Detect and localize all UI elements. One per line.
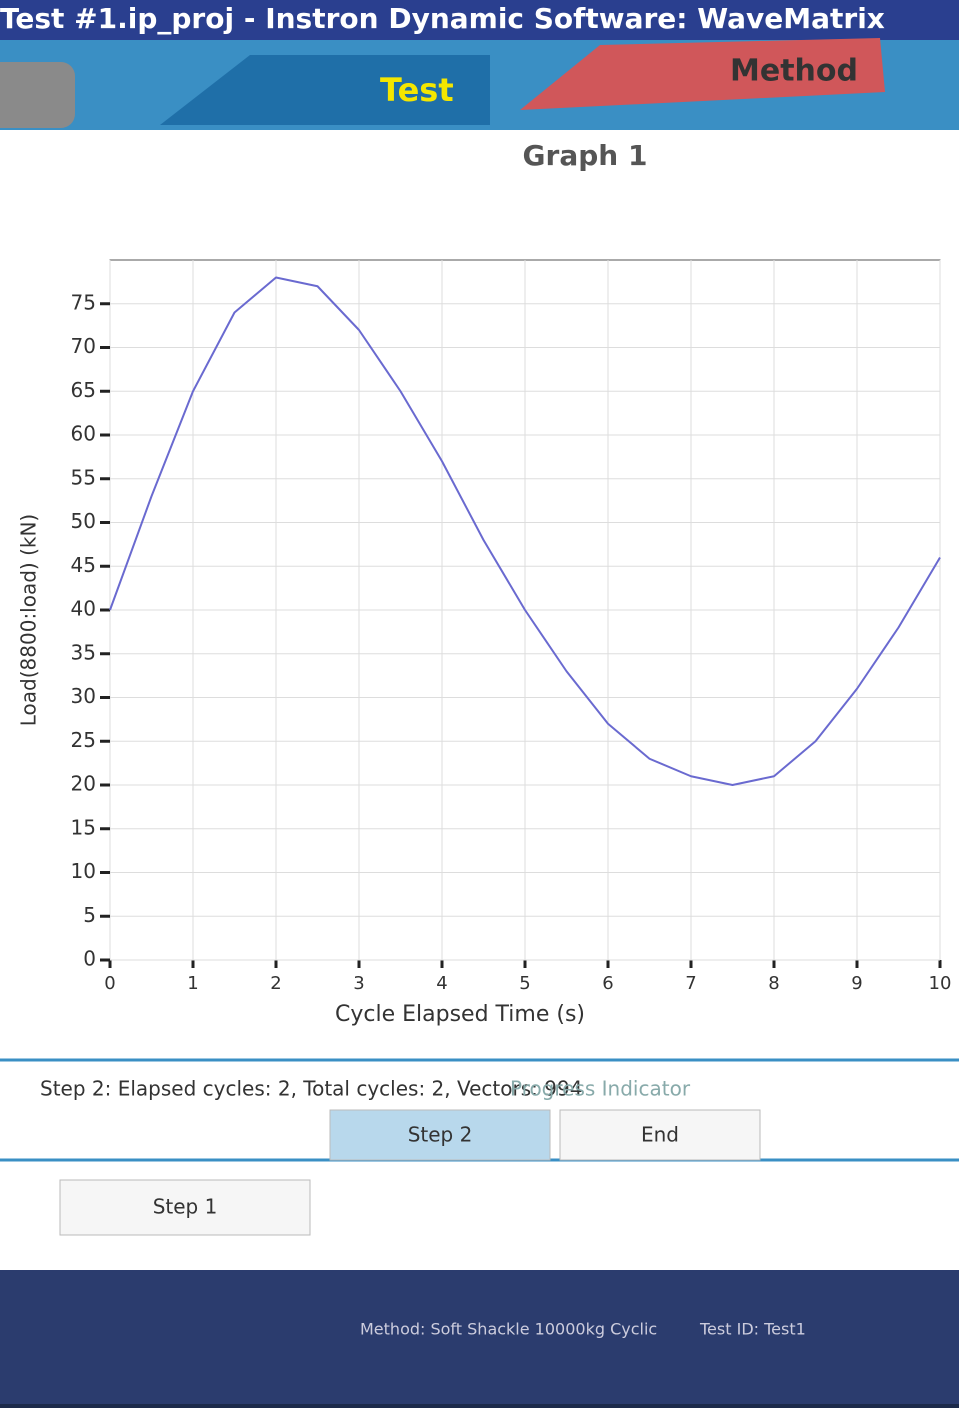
step-button[interactable] <box>559 1109 761 1161</box>
tab-test[interactable] <box>160 55 490 125</box>
x-tick-label: 10 <box>929 973 952 994</box>
y-tick-label: 10 <box>71 859 96 883</box>
step-button[interactable] <box>329 1109 551 1161</box>
x-tick-label: 6 <box>602 973 613 994</box>
footer-method: Method: Soft Shackle 10000kg Cyclic <box>360 1320 657 1339</box>
tab-label: Test <box>380 71 454 109</box>
step-label: Step 2 <box>408 1123 473 1147</box>
x-tick-label: 3 <box>353 973 364 994</box>
x-tick-label: 8 <box>768 973 779 994</box>
tab-method[interactable] <box>520 38 885 110</box>
plot: 0 1 2 3 4 5 6 7 8 9 100510152025303540455055606570… <box>71 259 952 994</box>
tab-blank[interactable] <box>0 62 75 128</box>
x-tick-label: 1 <box>187 973 198 994</box>
x-tick-label: 9 <box>851 973 862 994</box>
step-label: Step 1 <box>153 1195 218 1219</box>
y-tick-label: 40 <box>71 597 96 621</box>
y-tick-label: 70 <box>71 334 96 358</box>
y-tick-label: 75 <box>71 290 96 314</box>
x-tick-label: 7 <box>685 973 696 994</box>
x-tick-label: 0 <box>104 973 115 994</box>
y-tick-label: 30 <box>71 684 96 708</box>
progress-title: Progress Indicator <box>510 1077 691 1101</box>
y-tick-label: 50 <box>71 509 96 533</box>
x-axis-label: Cycle Elapsed Time (s) <box>335 1002 585 1027</box>
y-tick-label: 20 <box>71 772 96 796</box>
y-axis-label: Load(8800:load) (kN) <box>17 514 41 726</box>
y-tick-label: 60 <box>71 422 96 446</box>
y-tick-label: 45 <box>71 553 96 577</box>
footer-test-id: Test ID: Test1 <box>699 1320 806 1339</box>
y-tick-label: 0 <box>83 947 96 971</box>
y-tick-label: 55 <box>71 465 96 489</box>
series-line <box>109 276 941 786</box>
window-title: Test #1.ip_proj - Instron Dynamic Softwa… <box>0 2 885 35</box>
status-text: Step 2: Elapsed cycles: 2, Total cycles:… <box>40 1077 582 1101</box>
step-button[interactable] <box>59 1179 311 1236</box>
step-label: End <box>641 1123 679 1147</box>
y-tick-label: 5 <box>83 903 96 927</box>
y-tick-label: 25 <box>71 728 96 752</box>
title-bar <box>0 0 959 40</box>
x-tick-label: 4 <box>436 973 447 994</box>
y-tick-label: 15 <box>71 815 96 839</box>
x-tick-label: 5 <box>519 973 530 994</box>
chart-title: Graph 1 <box>523 139 648 172</box>
y-tick-label: 65 <box>71 378 96 402</box>
footer-bar <box>0 1270 959 1404</box>
tab-label: Method <box>730 54 858 89</box>
y-tick-label: 35 <box>71 640 96 664</box>
x-tick-label: 2 <box>270 973 281 994</box>
